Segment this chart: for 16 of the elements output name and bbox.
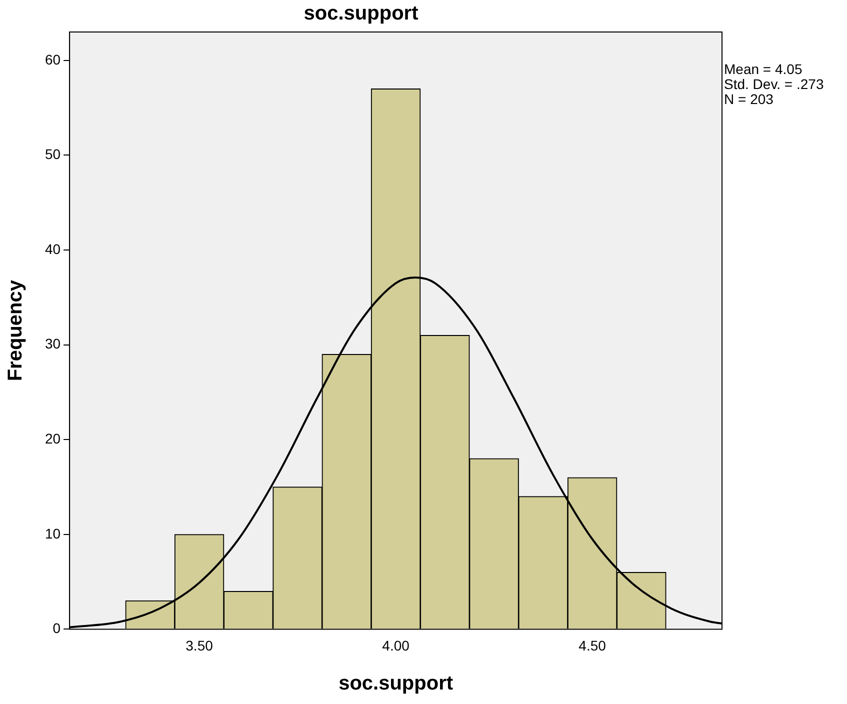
y-tick-label: 40 xyxy=(44,240,61,257)
x-tick-label: 4.00 xyxy=(382,637,410,654)
text: Mean = 4.05 xyxy=(724,61,804,77)
y-tick-label: 0 xyxy=(52,620,61,636)
y-axis-title: Frequency xyxy=(4,279,27,382)
x-tick-label: 3.50 xyxy=(186,637,214,654)
x-axis-title: soc.support xyxy=(338,672,454,695)
y-tick-label: 50 xyxy=(44,146,61,162)
y-tick-label: 60 xyxy=(44,51,61,68)
chart-title: soc.support xyxy=(304,2,419,25)
x-tick-label: 4.50 xyxy=(578,637,606,654)
text: Std. Dev. = .273 xyxy=(724,76,824,92)
y-tick-label: 30 xyxy=(44,336,61,352)
y-tick-label: 20 xyxy=(44,430,61,446)
y-tick-label: 10 xyxy=(44,525,61,542)
text: N = 203 xyxy=(724,91,774,107)
